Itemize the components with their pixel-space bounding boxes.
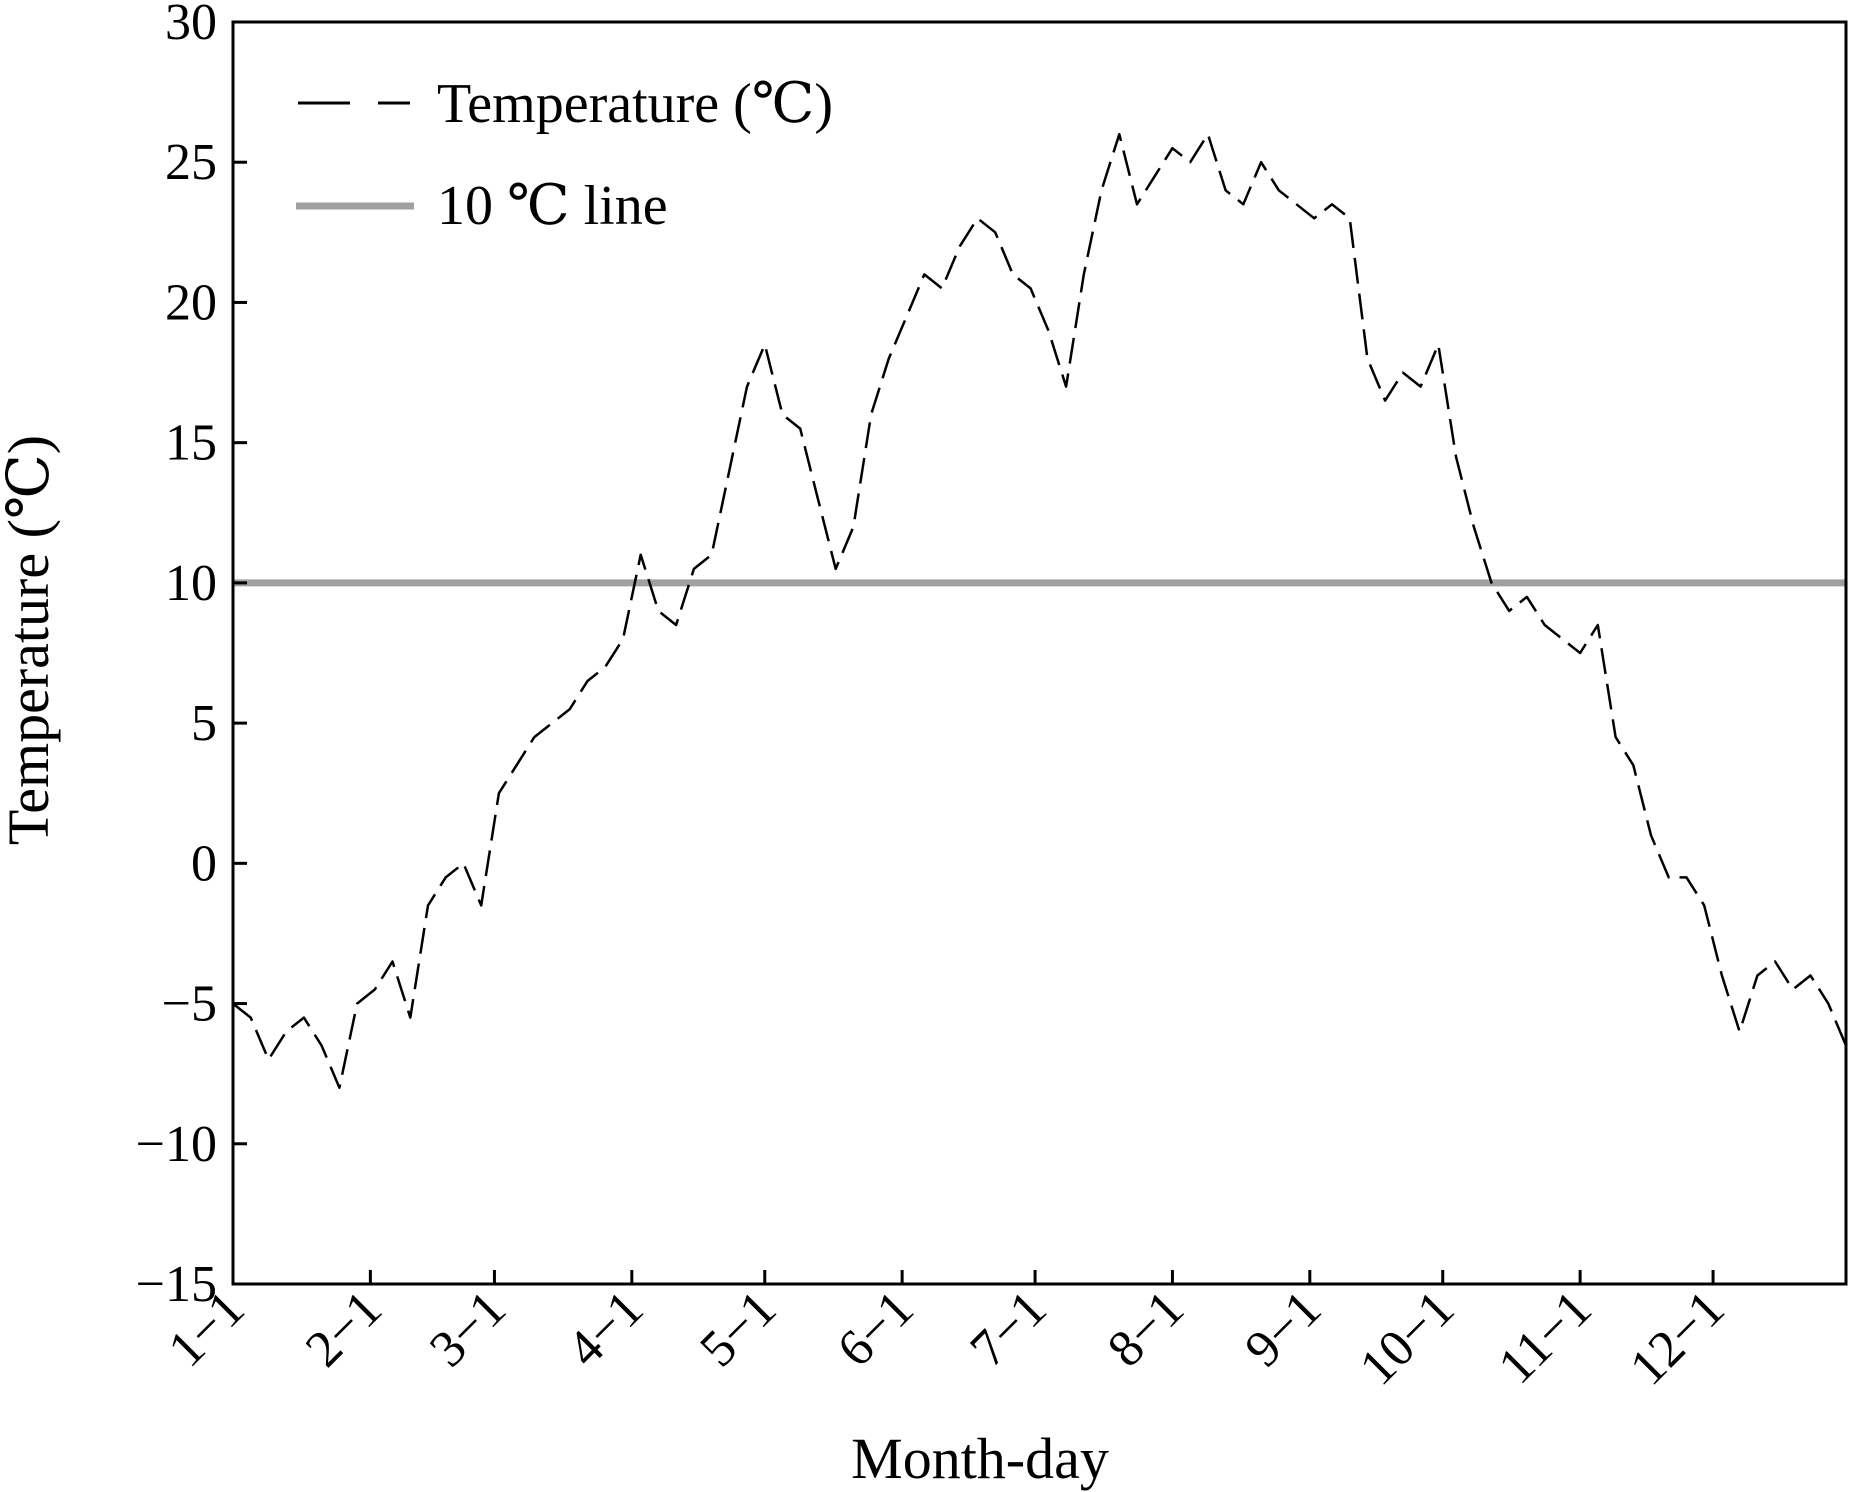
temperature-point — [1739, 1031, 1740, 1032]
temperature-point — [1207, 134, 1208, 135]
temperature-point — [977, 218, 978, 219]
axes-layer — [231, 20, 1848, 1286]
x-tick-label: 10−1 — [1349, 1280, 1465, 1396]
temperature-point — [623, 639, 624, 640]
y-tick-label: 20 — [165, 274, 217, 331]
y-tick-label: 25 — [165, 134, 217, 191]
x-tick-label: 9−1 — [1234, 1280, 1332, 1378]
x-tick-label: 2−1 — [295, 1280, 393, 1378]
temperature-point — [1349, 218, 1350, 219]
y-tick-label: 0 — [191, 835, 217, 892]
legend-item-temperature: Temperature (℃) — [298, 73, 833, 135]
x-tick-label: 7−1 — [960, 1280, 1058, 1378]
temperature-point — [1101, 190, 1102, 191]
x-axis-title: Month-day — [851, 1426, 1109, 1491]
temperature-point — [942, 288, 943, 289]
x-tick-label: 8−1 — [1097, 1280, 1195, 1378]
temperature-point — [1012, 274, 1013, 275]
plot-frame — [231, 20, 1848, 1286]
x-tick-label: 4−1 — [556, 1280, 654, 1378]
y-tick-label: 5 — [191, 695, 217, 752]
temperature-point — [268, 1059, 269, 1060]
temperature-point — [1367, 358, 1368, 359]
y-axis-title: Temperature (℃) — [0, 435, 61, 845]
x-tick-label: 5−1 — [689, 1280, 787, 1378]
legend-label-temperature: Temperature (℃) — [437, 73, 833, 135]
temperature-point — [658, 610, 659, 611]
y-tick-label: −15 — [136, 1256, 217, 1313]
temperature-point — [871, 414, 872, 415]
temperature-series-line — [232, 132, 1848, 1089]
temperature-point — [711, 554, 712, 555]
x-tick-label: 12−1 — [1619, 1280, 1735, 1396]
temperature-point — [605, 667, 606, 668]
temperature-point — [286, 1031, 287, 1032]
y-tick-label: 30 — [165, 0, 217, 51]
temperature-point — [782, 414, 783, 415]
legend-label-10c-line: 10 ℃ line — [437, 175, 668, 237]
legend: Temperature (℃) 10 ℃ line — [296, 73, 833, 237]
x-tick-label: 6−1 — [827, 1280, 925, 1378]
x-tick-label: 3−1 — [419, 1280, 517, 1378]
y-tick-label: 15 — [165, 415, 217, 472]
temperature-point — [853, 526, 854, 527]
temperature-point — [1562, 639, 1563, 640]
temperature-point — [764, 344, 765, 345]
x-tick-label: 11−1 — [1488, 1280, 1603, 1395]
legend-item-10c-line: 10 ℃ line — [296, 175, 668, 237]
temperature-point — [906, 316, 907, 317]
temperature-point — [463, 863, 464, 864]
y-tick-label: −5 — [162, 976, 217, 1033]
temperature-point — [552, 723, 553, 724]
temperature-point — [1438, 344, 1439, 345]
y-tick-label: 10 — [165, 555, 217, 612]
data-layer — [232, 132, 1848, 1089]
temperature-point — [1792, 989, 1793, 990]
y-tick-label: −10 — [136, 1116, 217, 1173]
